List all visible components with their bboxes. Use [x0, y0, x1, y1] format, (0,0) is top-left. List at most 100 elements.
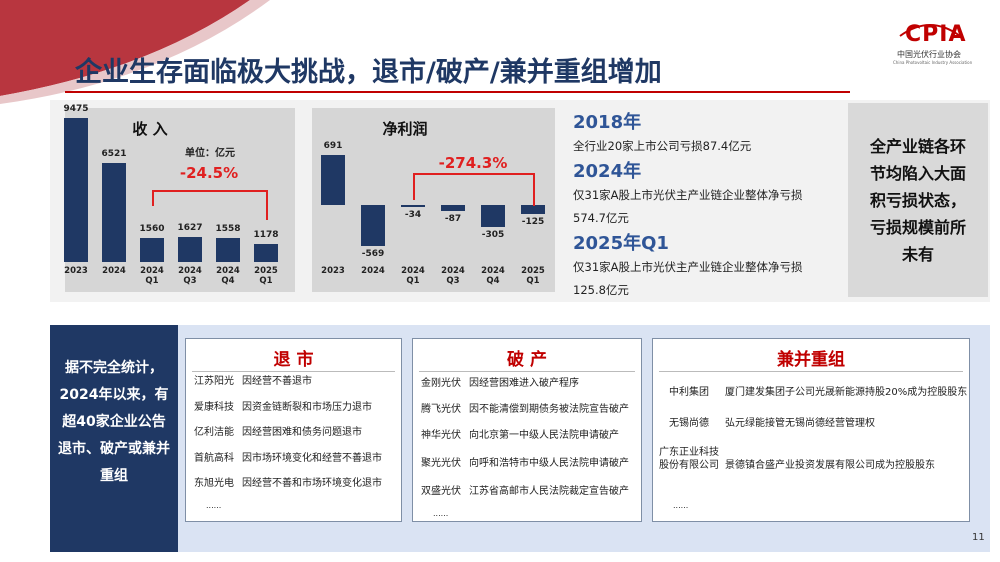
summary: 全产业链各环节均陷入大面积亏损状态，亏损规模前所未有 [869, 137, 966, 264]
bar [521, 205, 545, 215]
bracket [413, 173, 533, 175]
x-tick-label: 2024 Q3 [178, 266, 202, 286]
x-tick-label: 2024 [102, 266, 126, 276]
bar [216, 238, 240, 262]
company: 首航高科 [194, 453, 234, 464]
description: 因经营不善退市 [242, 376, 312, 387]
bar [140, 238, 164, 262]
logo-org: 中国光伏行业协会 [897, 50, 961, 59]
value-label: -34 [404, 210, 422, 221]
highlight-text: 全行业20家上市公司亏损87.4亿元 [573, 139, 752, 153]
bracket [152, 190, 266, 192]
annotation: -24.5% [179, 164, 239, 182]
bar [401, 205, 425, 208]
card: 兼并重组中利集团 厦门建发集团子公司光晟新能源持股20%成为控股股东无锡尚德 弘元绿… [652, 338, 970, 522]
value-label: -87 [444, 214, 462, 225]
value-label: -125 [521, 217, 545, 228]
annotation: -274.3% [438, 154, 508, 172]
value-label: 1558 [215, 224, 241, 235]
chart-title: 净利润 [382, 120, 428, 138]
more: ...... [206, 501, 222, 510]
value-label: 691 [323, 141, 343, 151]
x-tick-label: 2024 Q3 [441, 266, 465, 286]
summary-box: 全产业链各环节均陷入大面积亏损状态，亏损规模前所未有 [848, 103, 988, 297]
x-tick-label: 2024 [361, 266, 385, 276]
highlight-text: 125.8亿元 [573, 283, 629, 297]
card: 破 产金刚光伏 因经营困难进入破产程序 腾飞光伏 因不能清偿到期债务被法院宣告破产 神华… [412, 338, 642, 522]
bracket [413, 173, 415, 200]
description: 因经营不善和市场环境变化退市 [242, 478, 382, 489]
value-label: -305 [481, 230, 505, 241]
x-tick-label: 2025 Q1 [521, 266, 545, 286]
x-tick-label: 2024 Q4 [481, 266, 505, 286]
card: 退 市江苏阳光 因经营不善退市爱康科技 因资金链断裂和市场压力退市亿利洁能 因经营困难… [185, 338, 402, 522]
company: 中利集团 [669, 387, 709, 398]
bar [102, 162, 126, 262]
bar [441, 205, 465, 212]
card-title: 破 产 [507, 350, 547, 370]
bracket [266, 190, 268, 220]
description: 因不能清偿到期债务被法院宣告破产 [469, 404, 629, 415]
highlight-text: 仅31家A股上市光伏主产业链企业整体净亏损 [573, 260, 803, 274]
profit-chart: 净利润 691 2023 -569 2024 -34 2024 Q1 -87 2024 Q3 -3… [312, 108, 555, 292]
x-tick-label: 2024 Q1 [140, 266, 164, 286]
highlight-year: 2025年Q1 [573, 233, 669, 254]
value-label: -569 [361, 249, 385, 260]
bracket [533, 173, 535, 206]
company: 聚光光伏 [421, 458, 461, 469]
description: 弘元绿能接管无锡尚德经营管理权 [725, 418, 875, 429]
description: 因经营困难进入破产程序 [469, 378, 579, 389]
highlight-year: 2018年 [573, 112, 642, 133]
bar [254, 244, 278, 262]
company: 江苏阳光 [194, 376, 234, 387]
chart-title: 收 入 [132, 120, 168, 138]
company: 爱康科技 [194, 402, 234, 413]
bar [64, 118, 88, 262]
logo-org-en: China Photovoltaic Industry Association [893, 60, 973, 65]
company: 腾飞光伏 [421, 404, 461, 415]
x-tick-label: 2025 Q1 [254, 266, 278, 286]
description: 因资金链断裂和市场压力退市 [242, 402, 372, 413]
revenue-chart: 收 入单位：亿元 9475 2023 6521 2024 1560 2024 Q1 1627 2… [63, 104, 295, 292]
description: 厦门建发集团子公司光晟新能源持股20%成为控股股东 [725, 387, 968, 398]
card-divider [659, 371, 963, 372]
description: 因市场环境变化和经营不善退市 [242, 453, 382, 464]
x-tick-label: 2023 [64, 266, 88, 276]
bar [178, 237, 202, 262]
slide-title: 企业生存面临极大挑战，退市/破产/兼并重组增加 [75, 57, 662, 88]
more: ...... [673, 501, 689, 510]
bar [361, 205, 385, 247]
highlight-text: 574.7亿元 [573, 211, 629, 225]
company: 广东正业科技股份有限公司 [659, 447, 719, 471]
value-label: 1627 [177, 223, 203, 234]
description: 江苏省高邮市人民法院裁定宣告破产 [469, 486, 629, 497]
value-label: 9475 [63, 104, 89, 114]
value-label: 1178 [253, 230, 279, 241]
card-title: 兼并重组 [777, 350, 845, 370]
value-label: 1560 [139, 224, 165, 235]
highlight-text: 仅31家A股上市光伏主产业链企业整体净亏损 [573, 188, 803, 202]
description: 向呼和浩特市中级人民法院申请破产 [469, 458, 629, 469]
description: 因经营困难和债务问题退市 [242, 427, 362, 438]
x-tick-label: 2023 [321, 266, 345, 276]
bar [481, 205, 505, 228]
description: 向北京第一中级人民法院申请破产 [469, 430, 619, 441]
card-divider [419, 371, 635, 372]
bar [321, 155, 345, 205]
company: 无锡尚德 [669, 418, 709, 429]
card-title: 退 市 [273, 350, 314, 370]
x-tick-label: 2024 Q1 [401, 266, 425, 286]
page-number: 11 [972, 532, 985, 543]
card-divider [192, 371, 395, 372]
company: 双盛光伏 [421, 486, 461, 497]
company: 亿利洁能 [194, 427, 234, 438]
stats: 据不完全统计，2024年以来，有超40家企业公告退市、破产或兼并重组 [58, 360, 170, 484]
value-label: 6521 [101, 148, 127, 159]
x-tick-label: 2024 Q4 [216, 266, 240, 286]
chart-unit: 单位：亿元 [185, 148, 235, 159]
description: 景德镇合盛产业投资发展有限公司成为控股股东 [725, 460, 935, 471]
highlight-year: 2024年 [573, 161, 642, 182]
more: ...... [433, 509, 449, 518]
company: 金刚光伏 [421, 378, 461, 389]
